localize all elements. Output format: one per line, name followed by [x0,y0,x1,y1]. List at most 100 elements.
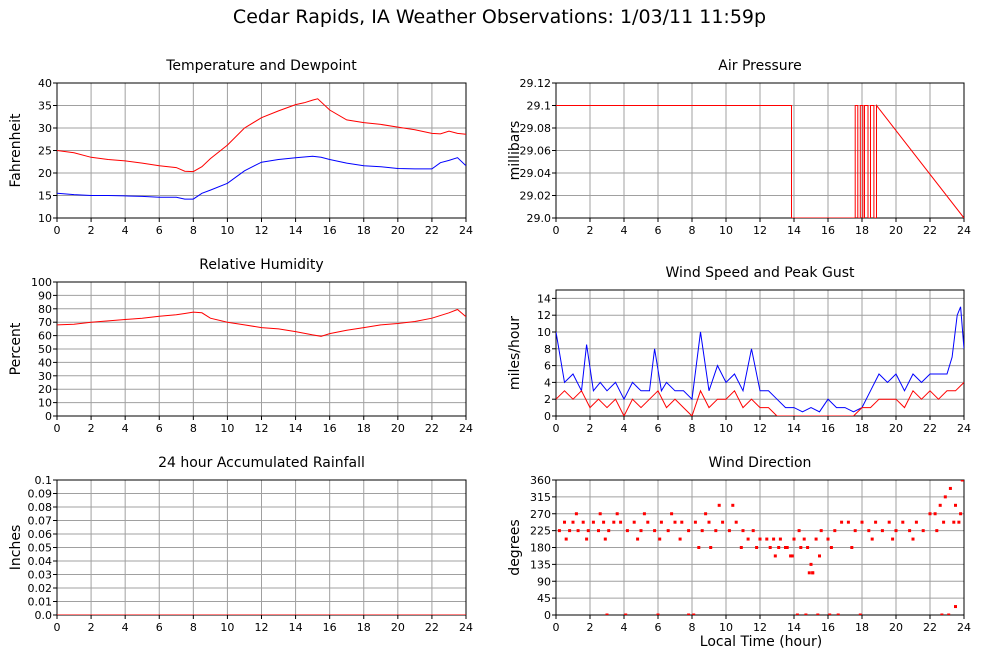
data-point [670,512,674,516]
x-tick-label: 16 [821,621,835,634]
x-tick-label: 4 [122,224,129,237]
data-point [894,529,898,533]
data-point [959,512,963,516]
y-tick-label: 0.03 [28,569,53,582]
x-tick-label: 22 [923,224,937,237]
data-point [721,520,725,524]
data-point [746,537,750,541]
data-point [697,546,701,549]
data-point [739,546,743,549]
y-tick-label: 4 [544,376,551,389]
y-tick-label: 10 [38,212,52,225]
x-tick-label: 2 [587,224,594,237]
y-axis-label: Percent [8,322,24,375]
x-tick-label: 16 [323,224,337,237]
y-tick-label: 0.1 [35,474,53,487]
data-point [687,529,691,533]
data-point [826,537,830,541]
x-tick-label: 0 [553,224,560,237]
data-point [784,546,787,549]
y-tick-label: 225 [530,525,551,538]
y-tick-label: 29.02 [520,190,552,203]
data-point [942,520,946,524]
chart-panel-4: 0 2 4 6 8 10 12 14 16 18 20 22 240.00.010.020.030.04… [8,455,473,634]
data-point [914,520,918,524]
data-point [785,546,789,549]
x-tick-label: 4 [122,621,129,634]
y-tick-label: 0.09 [28,488,53,501]
x-tick-label: 16 [323,621,337,634]
y-tick-label: 0.06 [28,528,53,541]
data-point [758,537,762,541]
chart-panel-5: 0 2 4 6 8 10 12 14 16 18 20 22 240459013518022527031… [507,455,971,634]
data-point [891,537,895,541]
data-point [809,562,813,566]
y-tick-label: 0 [544,609,551,622]
x-tick-label: 18 [357,224,371,237]
data-point [680,520,684,524]
x-tick-label: 2 [88,621,95,634]
series-line-0 [57,308,466,337]
y-tick-label: 20 [38,383,52,396]
data-point [901,520,905,524]
chart-title: Wind Direction [709,455,812,471]
y-tick-label: 0.01 [28,596,53,609]
y-tick-label: 2 [544,393,551,406]
x-tick-label: 18 [357,422,371,435]
x-tick-label: 20 [889,224,903,237]
x-tick-label: 20 [391,621,405,634]
chart-title: 24 hour Accumulated Rainfall [158,455,365,471]
x-tick-label: 24 [957,422,971,435]
data-point [751,529,755,533]
data-point [811,571,815,575]
y-axis-label: degrees [507,519,523,575]
data-point [795,613,799,615]
data-point [678,537,682,541]
x-tick-label: 18 [855,621,869,634]
y-tick-label: 0 [544,410,551,423]
x-tick-label: 8 [689,621,696,634]
data-point [755,546,759,549]
data-point [598,512,602,516]
data-point [731,503,735,507]
y-axis-label: millibars [507,121,523,181]
data-point [642,512,646,516]
series-line-1 [556,382,964,416]
x-tick-label: 10 [719,621,733,634]
data-point [656,613,660,615]
x-tick-label: 24 [459,224,473,237]
x-tick-label: 20 [889,621,903,634]
x-tick-label: 6 [655,621,662,634]
x-tick-label: 0 [54,422,61,435]
data-point [790,554,794,558]
y-tick-label: 45 [537,592,551,605]
y-tick-label: 29.0 [527,212,552,225]
x-tick-label: 14 [787,621,801,634]
data-point [772,537,776,541]
data-point [943,495,947,499]
data-point [581,520,585,524]
data-point [858,613,862,615]
data-point [792,537,796,541]
y-axis-label: miles/hour [507,316,523,390]
y-tick-label: 0.0 [35,609,53,622]
data-point [602,520,606,524]
y-tick-label: 90 [38,289,52,302]
data-point [928,512,932,516]
data-point [693,520,697,524]
x-tick-label: 2 [88,224,95,237]
x-tick-label: 12 [753,422,767,435]
data-point [714,529,718,533]
data-point [853,529,857,533]
x-tick-label: 0 [54,224,61,237]
y-tick-label: 6 [544,360,551,373]
y-tick-label: 14 [537,292,551,305]
y-tick-label: 0.04 [28,555,53,568]
x-tick-label: 24 [459,422,473,435]
x-tick-label: 2 [587,621,594,634]
chart-title: Relative Humidity [199,257,323,273]
data-point [734,520,738,524]
x-tick-label: 12 [753,224,767,237]
x-tick-label: 16 [821,224,835,237]
data-point [947,613,951,615]
